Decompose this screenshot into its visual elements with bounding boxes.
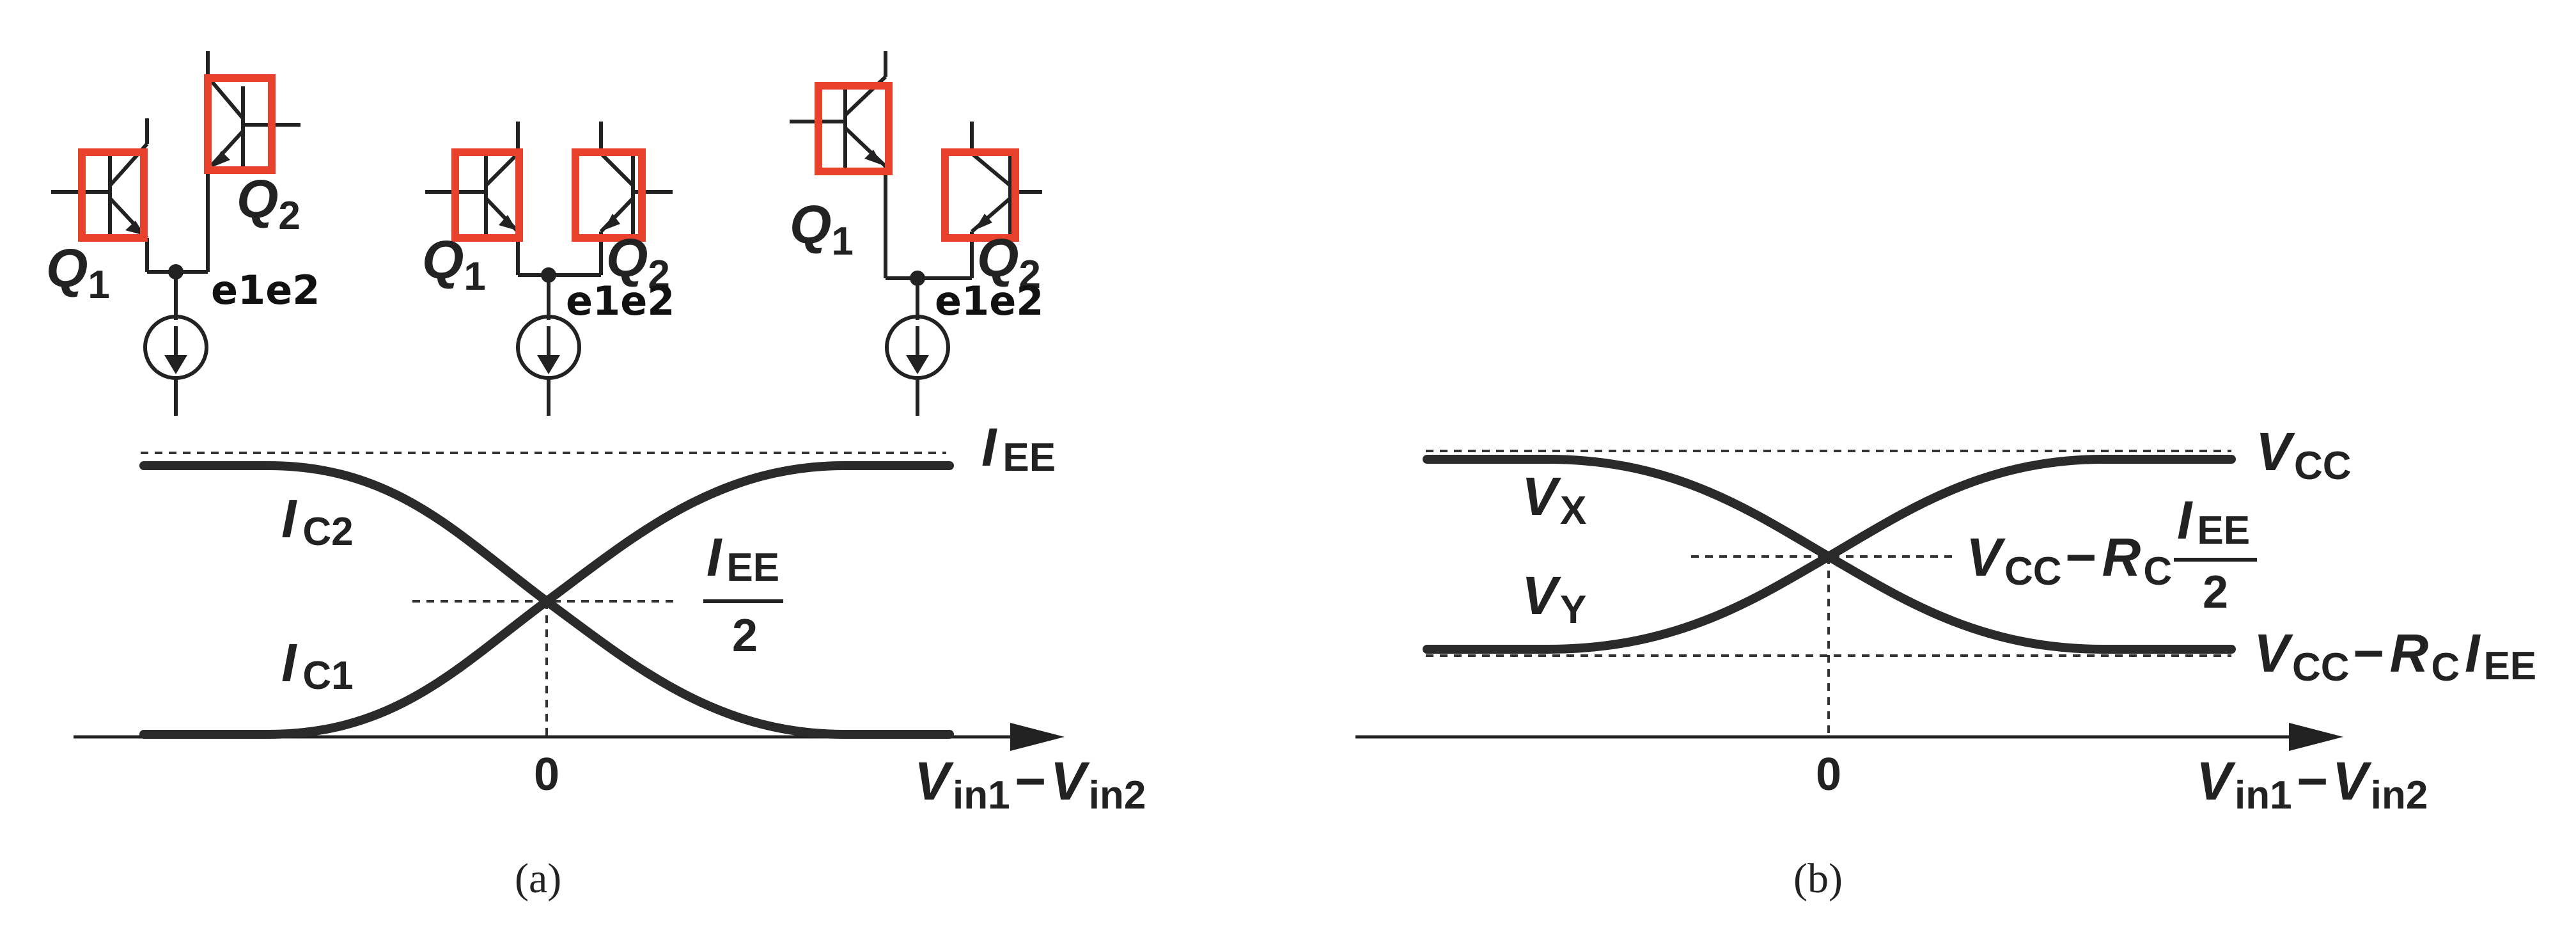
handwritten-note-2: e1e2 [566,278,675,324]
half-iee-denominator: 2 [732,610,758,661]
current-source-arrowhead-2 [537,355,560,374]
q2-bjt-2 [599,122,673,275]
circuit-1: Q1 Q2 e1e2 [46,51,320,416]
handwritten-note-3: e1e2 [935,278,1043,324]
q1-label-1: Q1 [46,238,110,307]
x-axis-label-a: Vin1−Vin2 [914,751,1146,817]
q2-label-2: Q2 [606,228,670,297]
vx-label: VX [1522,466,1586,533]
panel-b: VCC VX VY VCC− RC I EE 2 VCC− RCIEE 0 Vin1−… [1355,422,2536,902]
mid-fraction-denominator: 2 [2203,567,2228,618]
current-source-arrowhead-3 [906,355,929,374]
q2-emitter-arrow-2 [604,214,620,230]
q1-emitter-arrow-3 [864,150,882,165]
ic1-curve [139,461,954,739]
vcc-label: VCC [2256,422,2352,488]
q2-label-3: Q2 [977,228,1041,297]
q2-label-1: Q2 [237,169,301,238]
current-source-arrowhead-1 [164,355,187,374]
tail-node-3 [910,271,925,286]
vy-curve [1423,455,2236,654]
q2-emitter-arrow-1 [211,151,230,168]
q1-highlight-2 [451,148,523,242]
vy-label: VY [1522,565,1586,632]
q2-highlight-2 [572,148,646,242]
ic1-label: I C1 [281,633,354,698]
q1-emitter-arrow-1 [125,221,144,235]
q2-highlight-1 [204,74,276,174]
iee-label: I EE [981,417,1056,480]
q1-highlight-1 [78,148,148,242]
panel-a: Q1 Q2 e1e2 Q1 Q2 e1e2 [46,51,1146,902]
mid-level-label: VCC− RC [1966,527,2172,594]
graph-a: I EE I C2 I C1 I EE 2 0 Vin1−Vin2 (a) [74,417,1146,902]
x-axis-arrowhead-b [2289,723,2343,751]
ic2-label: I C2 [281,489,354,554]
q1-label-2: Q1 [422,230,486,299]
half-iee-numerator: I EE [706,527,779,590]
caption-b: (b) [1793,855,1843,902]
mid-level-fraction: I EE 2 [2174,490,2257,618]
caption-a: (a) [515,855,561,902]
q1-emitter-arrow-2 [499,215,517,230]
mid-fraction-numerator: I EE [2177,490,2250,553]
circuit-3: Q1 Q2 e1e2 [790,51,1043,416]
x-axis-arrowhead-a [1010,723,1065,751]
zero-label-a: 0 [534,749,559,800]
q2-highlight-3 [941,148,1019,242]
tail-node-2 [541,267,556,283]
q1-highlight-3 [815,82,893,175]
half-iee-fraction: I EE 2 [703,527,783,661]
q1-label-3: Q1 [790,194,854,264]
q2-bjt-3 [970,122,1042,278]
q2-emitter-arrow-3 [974,214,992,230]
tail-node-1 [168,264,183,280]
zero-label-b: 0 [1816,749,1841,800]
handwritten-note-1: e1e2 [211,267,320,313]
x-axis-label-b: Vin1−Vin2 [2196,751,2428,817]
circuit-2: Q1 Q2 e1e2 [422,122,675,416]
low-level-label: VCC− RCIEE [2254,623,2536,690]
